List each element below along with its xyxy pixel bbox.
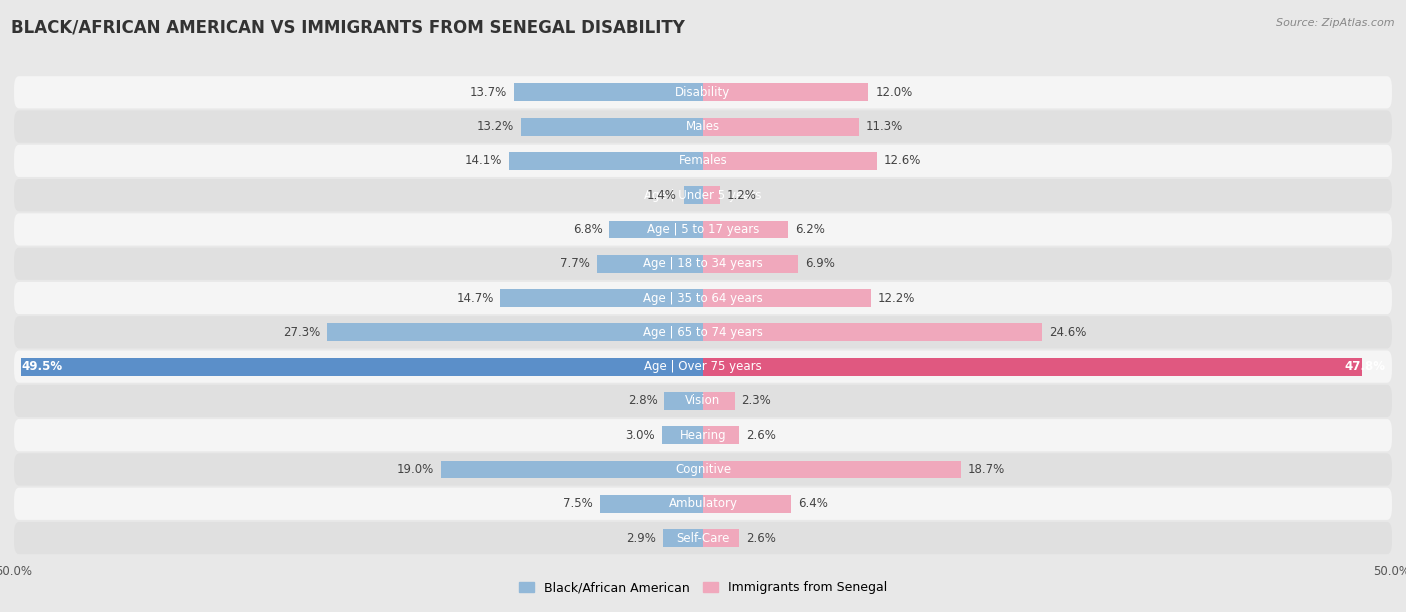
Bar (683, 186, 703, 204)
Text: 49.5%: 49.5% (21, 360, 62, 373)
Text: Females: Females (679, 154, 727, 167)
Text: BLACK/AFRICAN AMERICAN VS IMMIGRANTS FROM SENEGAL DISABILITY: BLACK/AFRICAN AMERICAN VS IMMIGRANTS FRO… (11, 18, 685, 36)
Bar (21, 357, 703, 376)
Bar (598, 255, 703, 273)
Text: Hearing: Hearing (679, 428, 727, 442)
Bar (703, 461, 960, 479)
Text: Age | 5 to 17 years: Age | 5 to 17 years (647, 223, 759, 236)
Text: Age | 65 to 74 years: Age | 65 to 74 years (643, 326, 763, 339)
FancyBboxPatch shape (14, 385, 1392, 417)
Bar (662, 427, 703, 444)
Text: Cognitive: Cognitive (675, 463, 731, 476)
Bar (501, 289, 703, 307)
FancyBboxPatch shape (14, 488, 1392, 520)
Text: 6.9%: 6.9% (806, 257, 835, 271)
Text: 2.6%: 2.6% (745, 428, 776, 442)
Text: Age | 35 to 64 years: Age | 35 to 64 years (643, 291, 763, 305)
Bar (703, 118, 859, 135)
Text: 7.5%: 7.5% (562, 498, 593, 510)
Text: 12.2%: 12.2% (877, 291, 915, 305)
Text: 2.8%: 2.8% (628, 394, 658, 408)
Text: 12.0%: 12.0% (875, 86, 912, 99)
Text: 1.2%: 1.2% (727, 188, 756, 202)
Bar (522, 118, 703, 135)
FancyBboxPatch shape (14, 453, 1392, 485)
Text: 27.3%: 27.3% (283, 326, 321, 339)
Text: 13.2%: 13.2% (477, 120, 515, 133)
Text: 6.4%: 6.4% (799, 498, 828, 510)
Bar (703, 83, 869, 101)
Bar (703, 255, 799, 273)
Bar (664, 529, 703, 547)
Text: 13.7%: 13.7% (470, 86, 508, 99)
Text: 14.7%: 14.7% (456, 291, 494, 305)
Text: Age | 18 to 34 years: Age | 18 to 34 years (643, 257, 763, 271)
FancyBboxPatch shape (14, 179, 1392, 211)
Bar (703, 357, 1361, 376)
Bar (509, 152, 703, 170)
FancyBboxPatch shape (14, 351, 1392, 382)
Bar (515, 83, 703, 101)
Text: Males: Males (686, 120, 720, 133)
Text: 7.7%: 7.7% (560, 257, 591, 271)
Text: 18.7%: 18.7% (967, 463, 1005, 476)
Text: Ambulatory: Ambulatory (668, 498, 738, 510)
Text: 1.4%: 1.4% (647, 188, 676, 202)
Text: 2.9%: 2.9% (626, 532, 657, 545)
FancyBboxPatch shape (14, 282, 1392, 314)
Legend: Black/African American, Immigrants from Senegal: Black/African American, Immigrants from … (515, 576, 891, 599)
Bar (441, 461, 703, 479)
Text: 24.6%: 24.6% (1049, 326, 1087, 339)
Text: 11.3%: 11.3% (866, 120, 903, 133)
Text: Age | Over 75 years: Age | Over 75 years (644, 360, 762, 373)
Bar (703, 289, 872, 307)
Bar (703, 186, 720, 204)
Bar (703, 427, 738, 444)
Bar (665, 392, 703, 410)
Text: Self-Care: Self-Care (676, 532, 730, 545)
FancyBboxPatch shape (14, 111, 1392, 143)
Bar (703, 323, 1042, 341)
FancyBboxPatch shape (14, 248, 1392, 280)
Text: 2.6%: 2.6% (745, 532, 776, 545)
Text: 6.2%: 6.2% (796, 223, 825, 236)
Text: 12.6%: 12.6% (883, 154, 921, 167)
Text: Vision: Vision (685, 394, 721, 408)
FancyBboxPatch shape (14, 522, 1392, 554)
Bar (703, 529, 738, 547)
FancyBboxPatch shape (14, 419, 1392, 451)
Text: 6.8%: 6.8% (572, 223, 602, 236)
Bar (599, 495, 703, 513)
Bar (703, 220, 789, 238)
Text: 19.0%: 19.0% (396, 463, 434, 476)
Bar (703, 152, 876, 170)
Text: Age | Under 5 years: Age | Under 5 years (644, 188, 762, 202)
Bar (703, 392, 735, 410)
Text: Source: ZipAtlas.com: Source: ZipAtlas.com (1277, 18, 1395, 28)
Bar (326, 323, 703, 341)
FancyBboxPatch shape (14, 145, 1392, 177)
FancyBboxPatch shape (14, 214, 1392, 245)
FancyBboxPatch shape (14, 316, 1392, 348)
FancyBboxPatch shape (14, 76, 1392, 108)
Text: 2.3%: 2.3% (741, 394, 772, 408)
Bar (609, 220, 703, 238)
Text: 3.0%: 3.0% (626, 428, 655, 442)
Text: 47.8%: 47.8% (1344, 360, 1385, 373)
Text: 14.1%: 14.1% (464, 154, 502, 167)
Text: Disability: Disability (675, 86, 731, 99)
Bar (703, 495, 792, 513)
